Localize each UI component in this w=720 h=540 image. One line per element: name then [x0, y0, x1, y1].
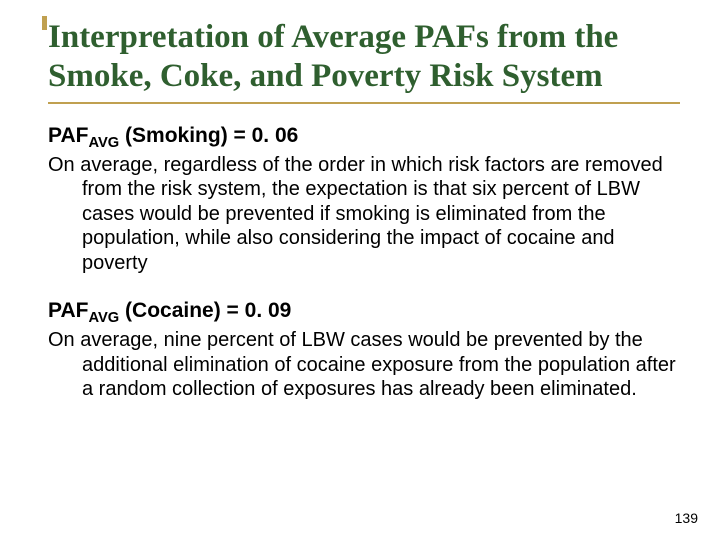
- section-cocaine: PAFAVG (Cocaine) = 0. 09 On average, nin…: [48, 299, 680, 401]
- section-body-smoking: On average, regardless of the order in w…: [48, 153, 680, 275]
- heading-prefix: PAF: [48, 124, 88, 147]
- accent-bar: [42, 16, 47, 30]
- heading-suffix: (Cocaine) = 0. 09: [119, 299, 291, 322]
- section-body-cocaine: On average, nine percent of LBW cases wo…: [48, 328, 680, 401]
- slide-title: Interpretation of Average PAFs from the …: [48, 18, 680, 96]
- heading-subscript: AVG: [88, 135, 119, 151]
- heading-subscript: AVG: [88, 310, 119, 326]
- section-heading-cocaine: PAFAVG (Cocaine) = 0. 09: [48, 299, 680, 326]
- section-smoking: PAFAVG (Smoking) = 0. 06 On average, reg…: [48, 124, 680, 275]
- heading-suffix: (Smoking) = 0. 06: [119, 124, 298, 147]
- section-heading-smoking: PAFAVG (Smoking) = 0. 06: [48, 124, 680, 151]
- heading-prefix: PAF: [48, 299, 88, 322]
- page-number: 139: [675, 510, 698, 526]
- slide-container: Interpretation of Average PAFs from the …: [0, 0, 720, 540]
- title-block: Interpretation of Average PAFs from the …: [48, 18, 680, 104]
